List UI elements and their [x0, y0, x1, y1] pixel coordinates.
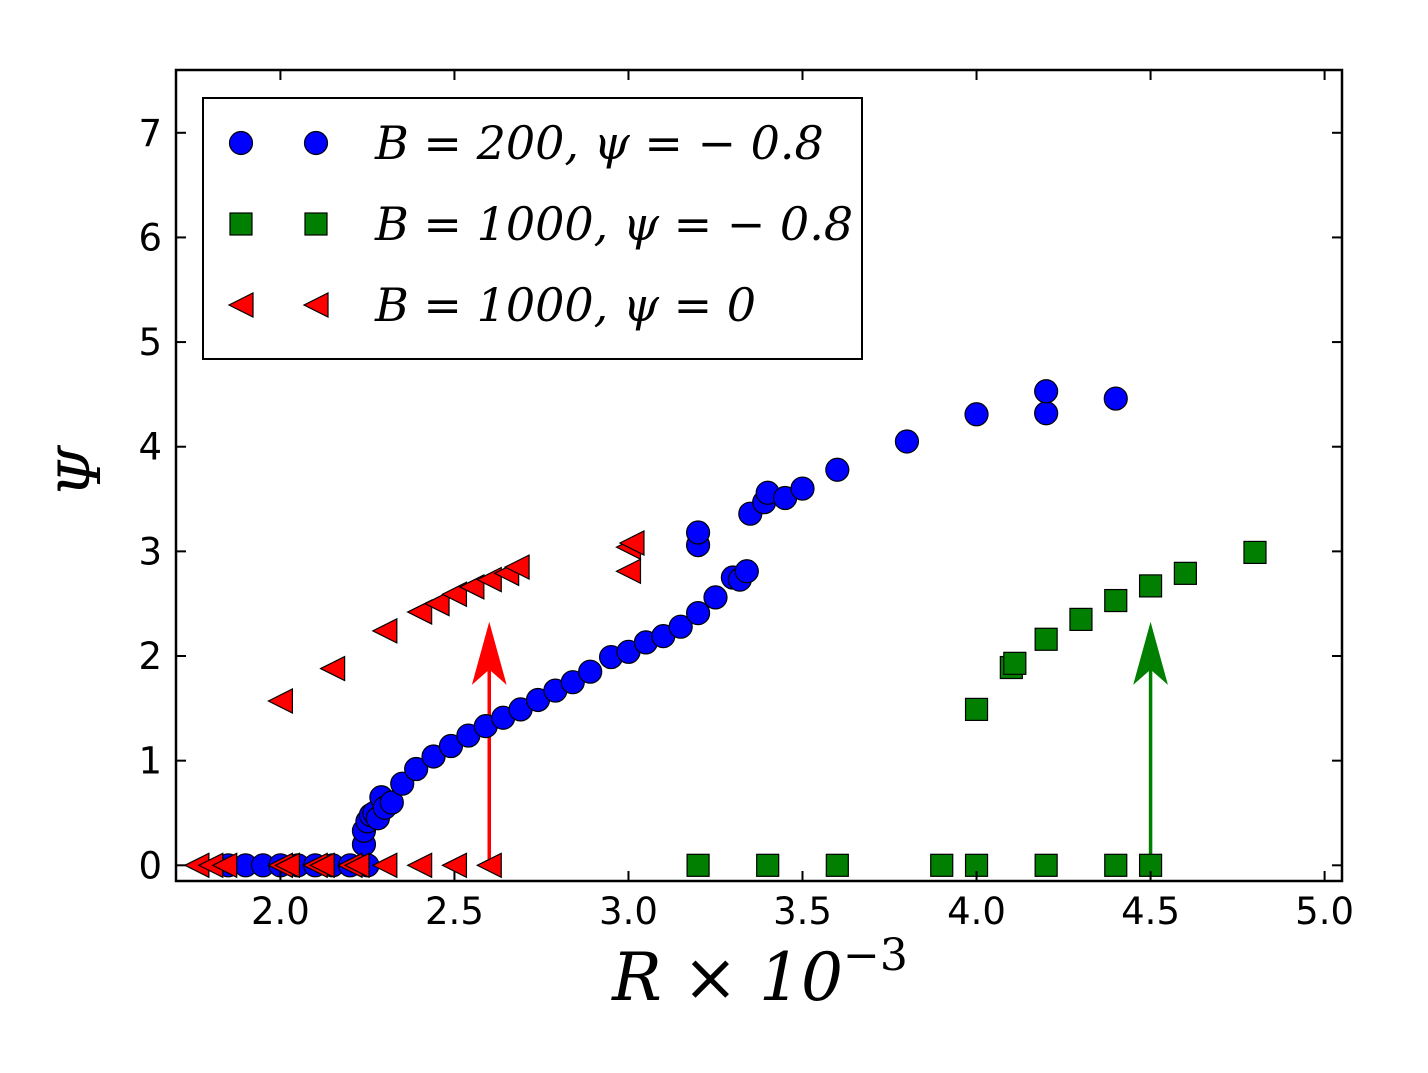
data-point	[458, 573, 485, 600]
arrow-head	[1133, 621, 1168, 685]
data-point	[618, 530, 645, 556]
x-tick-label: 4.0	[947, 890, 1006, 933]
data-point	[503, 554, 530, 581]
legend: B = 200, ψ = − 0.8 B = 1000, ψ = − 0.8 B…	[202, 97, 863, 360]
legend-label-1: B = 1000, ψ = − 0.8	[374, 197, 853, 251]
y-tick-label: 2	[138, 635, 162, 678]
data-point	[379, 790, 404, 815]
legend-label-0: B = 200, ψ = − 0.8	[374, 116, 824, 170]
data-point	[615, 558, 642, 585]
data-point	[441, 581, 468, 608]
data-point	[825, 457, 850, 482]
legend-marker	[304, 212, 328, 236]
x-tick-label: 2.5	[425, 890, 484, 933]
data-point	[1103, 386, 1128, 411]
data-point	[685, 601, 711, 626]
data-point	[964, 697, 989, 721]
y-tick-label: 5	[138, 321, 162, 364]
data-point	[1173, 561, 1197, 585]
legend-marker	[227, 292, 254, 318]
y-axis-label: Ψ	[46, 444, 114, 497]
data-point	[308, 852, 335, 879]
data-point	[668, 614, 693, 639]
data-point	[404, 756, 429, 782]
legend-marker	[228, 130, 254, 156]
data-point	[1104, 853, 1128, 877]
y-axis: 0 1 2 3 4 5 6 7	[138, 112, 1342, 887]
data-point	[734, 559, 759, 584]
x-tick-label: 2.0	[251, 890, 310, 933]
y-tick-label: 7	[138, 112, 162, 155]
data-point	[1034, 379, 1059, 404]
y-tick-label: 6	[138, 216, 162, 259]
annotation-layer	[471, 621, 1168, 866]
data-point	[1034, 627, 1058, 651]
data-point	[406, 852, 433, 879]
x-axis-label-exponent: −3	[843, 930, 908, 981]
data-point	[1069, 607, 1093, 631]
data-point	[343, 852, 370, 879]
data-point	[267, 688, 294, 714]
data-point	[703, 585, 728, 610]
series-2	[183, 530, 645, 879]
y-tick-label: 1	[138, 740, 162, 783]
data-point	[825, 853, 849, 877]
series-layer	[183, 379, 1267, 879]
data-point	[1034, 853, 1058, 877]
legend-label-2: B = 1000, ψ = 0	[374, 278, 756, 332]
data-point	[930, 853, 954, 877]
data-point	[475, 852, 502, 879]
data-point	[371, 852, 398, 879]
legend-marker	[303, 130, 329, 156]
data-point	[894, 429, 920, 454]
x-tick-label: 3.0	[599, 890, 658, 933]
data-point	[1003, 651, 1027, 675]
data-point	[371, 617, 398, 644]
y-tick-label: 0	[138, 844, 162, 887]
data-point	[790, 476, 815, 501]
y-tick-label: 4	[138, 426, 162, 469]
data-point	[686, 853, 710, 877]
x-axis: 2.0 2.5 3.0 3.5 4.0 4.5 5.0	[251, 70, 1354, 933]
legend-markers	[227, 130, 329, 318]
data-point	[423, 590, 450, 617]
arrow-head	[471, 621, 507, 685]
data-point	[274, 852, 300, 879]
plot-frame	[174, 68, 1344, 883]
data-point	[578, 659, 603, 684]
data-point	[406, 599, 433, 626]
data-point	[1138, 574, 1163, 598]
data-point	[756, 853, 780, 877]
x-axis-label-base: R × 10	[611, 939, 843, 1016]
x-tick-label: 5.0	[1295, 890, 1354, 933]
series-1	[686, 540, 1267, 877]
data-point	[1034, 401, 1059, 426]
legend-marker	[229, 212, 253, 236]
y-tick-label: 3	[138, 530, 162, 573]
data-point	[685, 520, 711, 545]
x-tick-label: 4.5	[1121, 890, 1180, 933]
x-axis-label: R × 10−3	[611, 930, 908, 1016]
x-tick-label: 3.5	[773, 890, 832, 933]
data-point	[319, 655, 346, 682]
data-point	[1104, 588, 1128, 613]
legend-marker	[302, 292, 329, 318]
data-point	[964, 402, 989, 427]
data-point	[1243, 540, 1267, 565]
data-point	[211, 852, 238, 879]
